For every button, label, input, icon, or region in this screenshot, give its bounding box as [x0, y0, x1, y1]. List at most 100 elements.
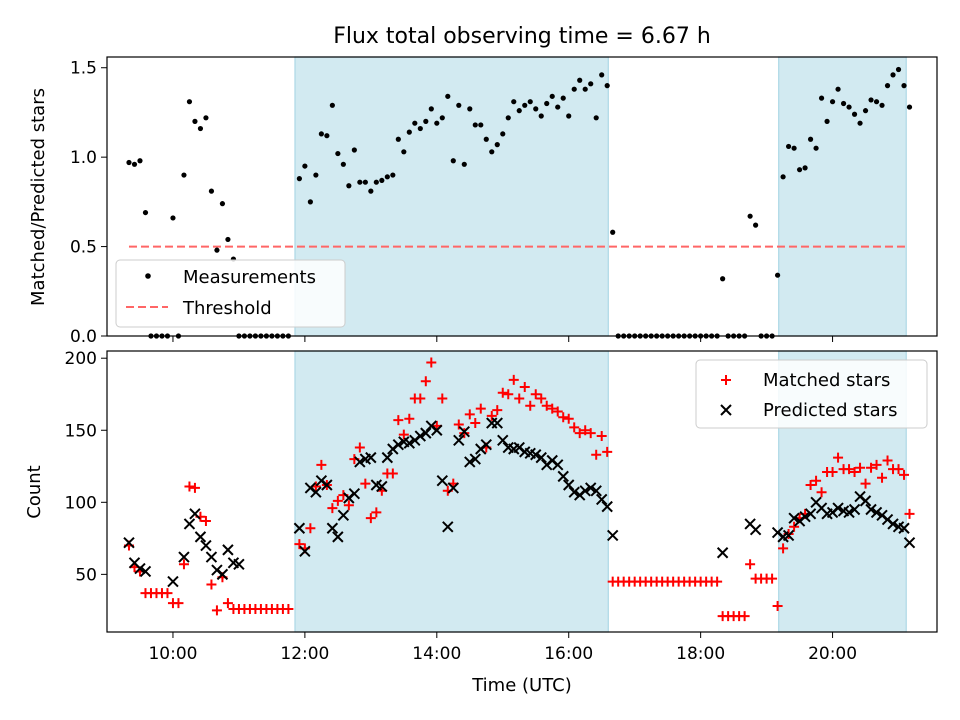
measurement-point: [527, 99, 533, 105]
predicted-star-point: [293, 522, 306, 534]
matched-star-point: [360, 478, 371, 489]
measurement-point: [384, 174, 390, 180]
predicted-star-point: [557, 470, 569, 483]
predicted-star-point: [898, 522, 910, 534]
measurement-point: [489, 149, 495, 155]
predicted-star-point: [233, 558, 245, 570]
top-legend: Measurements Threshold: [115, 259, 346, 328]
matched-star-point: [327, 503, 338, 514]
measurement-point: [357, 179, 363, 185]
measurement-point: [753, 222, 759, 228]
predicted-star-point: [579, 485, 591, 497]
measurement-point: [313, 172, 319, 178]
matched-star-point: [882, 455, 893, 466]
predicted-star-point: [903, 536, 916, 549]
measurement-point: [566, 113, 572, 119]
matched-star-point: [459, 428, 470, 439]
measurement-point: [873, 99, 880, 105]
matched-star-point: [508, 374, 519, 385]
measurement-point: [846, 104, 852, 110]
measurement-point: [203, 115, 209, 121]
measurement-point: [560, 95, 566, 101]
predicted-star-point: [458, 425, 470, 438]
matched-star-point: [745, 559, 756, 570]
measurement-point: [362, 179, 368, 185]
measurement-point: [445, 93, 451, 99]
predicted-star-point: [595, 493, 608, 506]
measurement-point: [478, 122, 484, 128]
matched-star-point: [580, 425, 591, 436]
measurement-point: [593, 115, 599, 121]
bottom-legend-box: [695, 359, 928, 429]
top-y-tick-label: 1.0: [70, 148, 97, 168]
predicted-star-point: [859, 495, 872, 507]
measurement-point: [379, 177, 385, 184]
predicted-star-point: [563, 479, 575, 491]
matched-star-point: [519, 382, 530, 393]
measurement-point: [318, 131, 324, 137]
bottom-axes-frame: [106, 350, 938, 633]
predicted-star-point: [414, 430, 427, 442]
measurement-point: [588, 81, 594, 87]
predicted-star-point: [453, 434, 465, 447]
predicted-star-point: [134, 562, 146, 575]
predicted-star-point: [716, 547, 729, 559]
matched-star-point: [866, 462, 877, 473]
top-x-ticks: [172, 336, 834, 342]
measurement-point: [225, 236, 231, 243]
matched-star-point: [844, 464, 855, 475]
legend-predicted-marker: [720, 404, 732, 416]
predicted-star-point: [568, 486, 580, 498]
predicted-star-point: [310, 486, 322, 498]
matched-star-point: [569, 422, 580, 433]
measurement-point: [450, 158, 456, 164]
predicted-star-point: [464, 456, 476, 468]
predicted-star-point: [832, 502, 844, 514]
measurement-point: [890, 72, 896, 78]
top-legend-box: [115, 259, 346, 328]
predicted-star-point: [480, 438, 492, 451]
predicted-star-point: [194, 531, 207, 543]
measurement-point: [214, 247, 220, 253]
measurement-point: [186, 99, 193, 105]
predicted-star-point: [376, 480, 388, 493]
predicted-stars-points: [123, 417, 916, 588]
measurement-point: [373, 179, 379, 185]
matched-star-point: [189, 482, 200, 493]
matched-star-point: [464, 409, 475, 420]
predicted-star-point: [326, 522, 339, 534]
matched-star-point: [904, 508, 915, 519]
predicted-star-point: [205, 551, 218, 563]
top-shaded-intervals: [294, 56, 907, 337]
measurement-point: [412, 120, 418, 126]
matched-star-point: [877, 472, 888, 483]
measurement-point: [307, 199, 313, 205]
figure-title: Flux total observing time = 6.67 h: [333, 24, 711, 49]
bottom-y-ticks: 50 100 150 200: [65, 349, 107, 585]
predicted-star-point: [365, 451, 377, 464]
top-y-ticks: 0.0 0.5 1.0 1.5: [70, 59, 107, 347]
predicted-star-point: [216, 568, 229, 581]
matched-star-point: [184, 481, 195, 492]
matched-star-point: [849, 467, 860, 478]
measurement-point: [390, 172, 396, 178]
predicted-star-point: [222, 544, 234, 556]
measurement-point: [544, 100, 550, 107]
matched-star-point: [541, 400, 552, 411]
measurement-point: [428, 106, 434, 112]
measurement-point: [170, 215, 176, 221]
matched-star-point: [503, 389, 514, 400]
matched-star-point: [162, 588, 173, 599]
measurement-point: [807, 136, 814, 142]
measurement-point: [785, 143, 792, 150]
measurement-point: [335, 150, 341, 157]
measurement-point: [483, 136, 489, 142]
measurement-point: [522, 102, 528, 108]
x-axis-label: Time (UTC): [471, 675, 572, 696]
top-y-axis-label: Matched/Predicted stars: [28, 88, 49, 306]
measurement-point: [395, 136, 401, 142]
matched-star-point: [772, 601, 783, 612]
matched-star-point: [404, 413, 415, 424]
matched-star-point: [294, 539, 305, 550]
matched-star-point: [739, 611, 750, 622]
